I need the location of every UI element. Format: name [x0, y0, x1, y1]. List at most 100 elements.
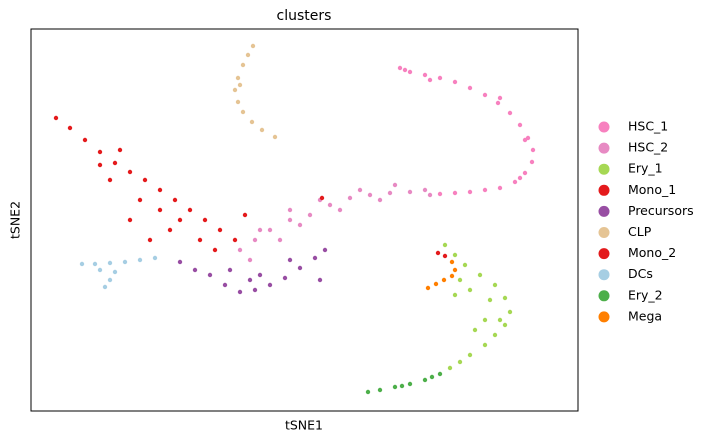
point	[232, 237, 238, 243]
point	[365, 389, 371, 395]
legend-marker	[598, 248, 610, 260]
point	[327, 202, 333, 208]
point	[427, 77, 433, 83]
point	[467, 85, 473, 91]
point	[472, 327, 478, 333]
point	[237, 247, 243, 253]
point	[447, 365, 453, 371]
point	[252, 287, 258, 293]
point	[407, 69, 413, 75]
point	[462, 262, 468, 268]
point	[437, 191, 443, 197]
point	[442, 242, 448, 248]
point	[322, 247, 328, 253]
x-axis-label: tSNE1	[285, 418, 323, 433]
point	[227, 267, 233, 273]
point	[399, 383, 405, 389]
point	[497, 185, 503, 191]
point	[272, 134, 278, 140]
point	[102, 284, 108, 290]
legend-label: CLP	[628, 224, 652, 239]
point	[249, 119, 255, 125]
point	[441, 277, 447, 283]
point	[237, 289, 243, 295]
point	[142, 177, 148, 183]
point	[259, 127, 265, 133]
point	[492, 332, 498, 338]
point	[422, 377, 428, 383]
point	[235, 99, 241, 105]
point	[449, 259, 455, 265]
point	[517, 122, 523, 128]
point	[157, 207, 163, 213]
legend-marker	[598, 290, 610, 302]
point	[127, 169, 133, 175]
point	[317, 277, 323, 283]
point	[217, 227, 223, 233]
point	[157, 187, 163, 193]
point	[377, 197, 383, 203]
point	[422, 187, 428, 193]
point	[392, 384, 398, 390]
point	[177, 259, 183, 265]
point	[240, 109, 246, 115]
point	[407, 189, 413, 195]
point	[312, 255, 318, 261]
point	[397, 65, 403, 71]
point	[492, 282, 498, 288]
point	[449, 273, 455, 279]
legend-label: Ery_1	[628, 161, 663, 176]
point	[482, 92, 488, 98]
point	[452, 79, 458, 85]
point	[287, 207, 293, 213]
legend-label: HSC_1	[628, 119, 668, 134]
point	[242, 212, 248, 218]
point	[402, 67, 408, 73]
point	[112, 269, 118, 275]
point	[107, 260, 113, 266]
point	[507, 309, 513, 315]
point	[429, 374, 435, 380]
point	[167, 227, 173, 233]
point	[247, 257, 253, 263]
point	[252, 237, 258, 243]
legend-marker	[598, 269, 610, 281]
point	[529, 159, 535, 165]
legend-label: Mono_2	[628, 245, 676, 260]
point	[319, 195, 325, 201]
point	[235, 75, 241, 81]
legend-marker	[598, 227, 610, 238]
point	[497, 95, 503, 101]
point	[507, 110, 513, 116]
point	[282, 275, 288, 281]
point	[337, 207, 343, 213]
point	[212, 247, 218, 253]
point	[482, 317, 488, 323]
point	[437, 75, 443, 81]
point	[387, 190, 393, 196]
point	[53, 115, 59, 121]
point	[457, 359, 463, 365]
point	[457, 277, 463, 283]
legend-label: Precursors	[628, 203, 694, 218]
point	[297, 265, 303, 271]
point	[435, 250, 441, 256]
point	[467, 352, 473, 358]
point	[407, 381, 413, 387]
point	[287, 217, 293, 223]
legend-label: Mono_1	[628, 182, 676, 197]
legend-marker	[598, 311, 610, 323]
point	[177, 217, 183, 223]
point	[117, 147, 123, 153]
point	[287, 257, 293, 263]
legend-marker	[598, 163, 610, 175]
point	[137, 257, 143, 263]
point	[82, 137, 88, 143]
point	[452, 267, 458, 273]
point	[377, 387, 383, 393]
point	[147, 237, 153, 243]
point	[277, 237, 283, 243]
point	[522, 170, 528, 176]
point	[522, 137, 528, 143]
